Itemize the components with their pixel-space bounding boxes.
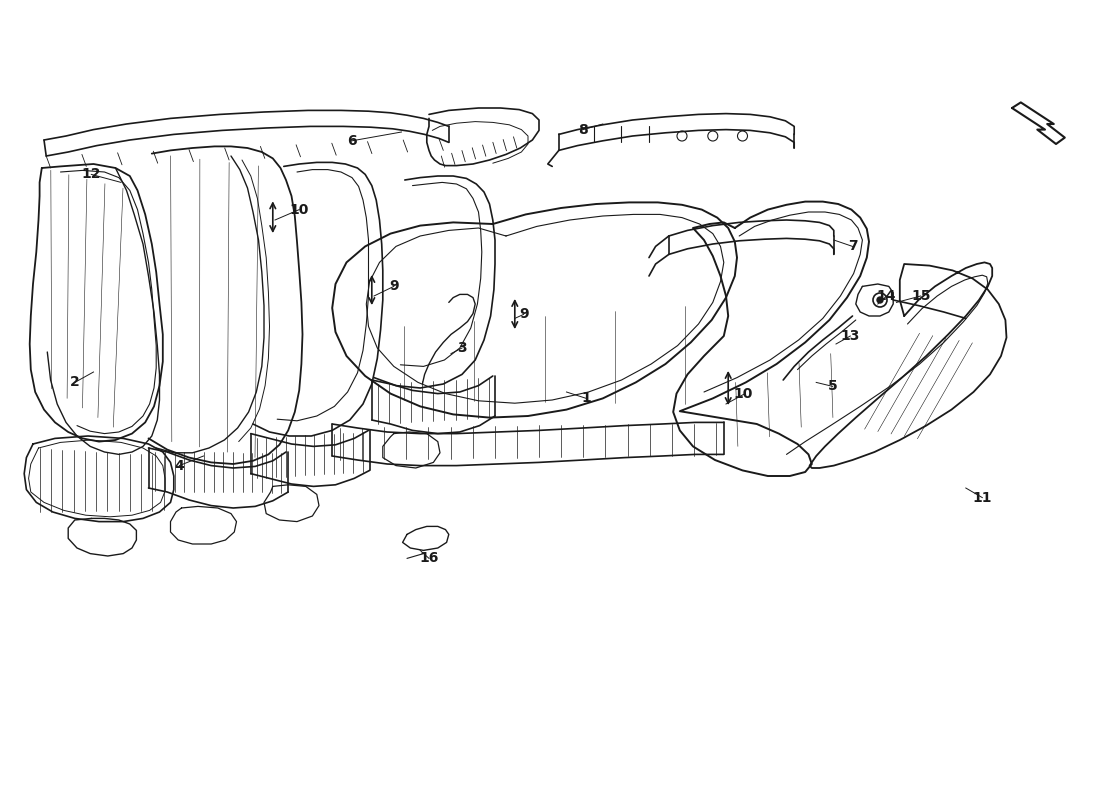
Text: 4: 4 — [175, 458, 184, 473]
Circle shape — [877, 297, 883, 303]
Text: 1: 1 — [582, 391, 591, 406]
Text: 11: 11 — [972, 490, 992, 505]
Text: 3: 3 — [458, 341, 466, 355]
Text: 15: 15 — [911, 289, 931, 303]
Text: 5: 5 — [828, 379, 837, 394]
Text: 6: 6 — [348, 134, 356, 148]
Text: 10: 10 — [734, 387, 754, 402]
Text: 10: 10 — [289, 202, 309, 217]
Text: 14: 14 — [877, 289, 896, 303]
Text: 7: 7 — [848, 239, 857, 254]
Text: 9: 9 — [519, 307, 528, 322]
Text: 16: 16 — [419, 551, 439, 566]
Text: 12: 12 — [81, 167, 101, 182]
Text: 9: 9 — [389, 279, 398, 294]
Text: 8: 8 — [579, 122, 587, 137]
Text: 2: 2 — [70, 375, 79, 390]
Text: 13: 13 — [840, 329, 860, 343]
